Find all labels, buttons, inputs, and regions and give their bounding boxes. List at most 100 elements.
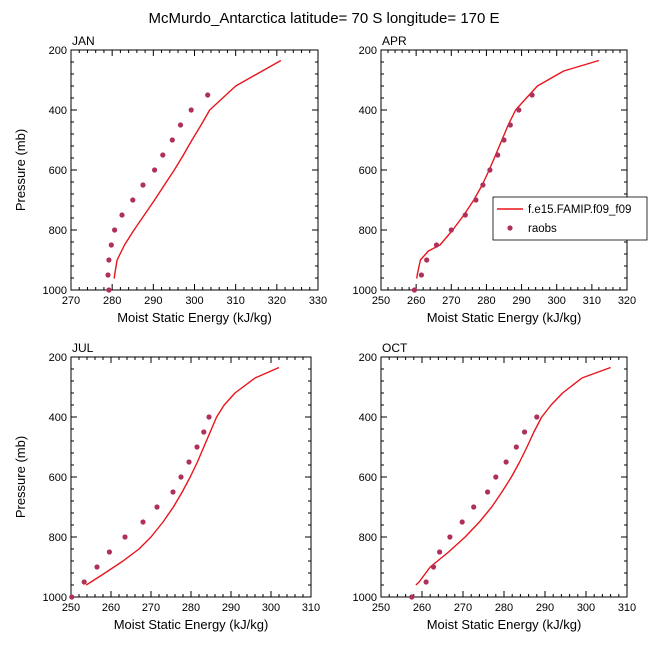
legend-entry-raobs: raobs <box>528 223 557 235</box>
raobs-point <box>471 504 477 510</box>
x-tick-label: 320 <box>268 295 286 307</box>
x-tick-label: 270 <box>442 295 460 307</box>
y-tick-label: 200 <box>49 352 67 364</box>
y-tick-label: 400 <box>359 105 377 117</box>
x-tick-label: 290 <box>144 295 162 307</box>
y-axis-label: Pressure (mb) <box>13 436 28 518</box>
raobs-point <box>473 197 479 203</box>
x-axis-label: Moist Static Energy (kJ/kg) <box>427 617 582 632</box>
raobs-point <box>516 107 522 113</box>
x-tick-label: 330 <box>309 295 327 307</box>
y-tick-label: 600 <box>49 165 67 177</box>
raobs-point <box>105 272 111 278</box>
legend-box <box>492 196 648 241</box>
raobs-point <box>529 92 535 98</box>
raobs-point <box>140 519 146 525</box>
raobs-point <box>503 459 509 465</box>
raobs-point <box>501 137 507 143</box>
y-tick-label: 1000 <box>353 592 377 604</box>
raobs-point <box>447 534 453 540</box>
raobs-point <box>188 107 194 113</box>
raobs-point <box>160 152 166 158</box>
panel-jul: 250 260 270 280 290 300 310 200 400 600 800 1000 Moi… <box>13 341 320 632</box>
raobs-point <box>206 414 212 420</box>
x-tick-label: 290 <box>536 602 554 614</box>
x-axis-label: Moist Static Energy (kJ/kg) <box>114 617 269 632</box>
raobs-point <box>521 429 528 435</box>
x-tick-label: 310 <box>618 602 636 614</box>
raobs-point <box>507 122 513 128</box>
y-tick-label: 200 <box>359 45 377 57</box>
raobs-point <box>423 579 429 585</box>
raobs-point <box>130 197 136 203</box>
panel-apr: 250 260 270 280 290 300 310 320 200 400 600 800 1000… <box>353 34 637 325</box>
raobs-point <box>205 92 211 98</box>
raobs-point <box>177 122 184 128</box>
x-tick-label: 250 <box>372 602 390 614</box>
x-tick-label: 300 <box>577 602 595 614</box>
panel-label: JAN <box>72 34 95 48</box>
model-profile-line <box>416 59 600 279</box>
legend-marker-swatch <box>507 225 513 231</box>
raobs-point <box>437 549 443 555</box>
model-profile-line <box>85 366 280 586</box>
y-tick-label: 1000 <box>353 285 377 297</box>
y-tick-label: 400 <box>49 105 67 117</box>
x-tick-label: 260 <box>102 602 120 614</box>
x-tick-label: 310 <box>583 295 601 307</box>
raobs-point <box>462 212 468 218</box>
raobs-point <box>170 489 176 495</box>
x-tick-label: 280 <box>182 602 200 614</box>
raobs-point <box>409 594 415 600</box>
plot-frame <box>70 356 312 598</box>
plot-frame <box>380 49 628 291</box>
panel-oct: 250 260 270 280 290 300 310 200 400 600 800 1000 Moi… <box>353 341 637 632</box>
x-tick-label: 280 <box>477 295 495 307</box>
raobs-point <box>122 534 128 540</box>
raobs-point <box>430 564 437 570</box>
raobs-point <box>495 152 501 158</box>
y-tick-label: 600 <box>359 472 377 484</box>
x-tick-label: 280 <box>495 602 513 614</box>
x-tick-label: 280 <box>103 295 121 307</box>
raobs-point <box>194 444 200 450</box>
panel-jan: 270 280 290 300 310 320 330 200 400 600 800 1000 Moi… <box>13 34 327 325</box>
raobs-point <box>411 287 417 293</box>
x-tick-label: 260 <box>407 295 425 307</box>
raobs-point <box>178 474 184 480</box>
raobs-point <box>94 564 100 570</box>
y-tick-label: 800 <box>49 225 67 237</box>
plot-frame <box>70 49 319 291</box>
raobs-point <box>106 257 112 263</box>
raobs-point <box>459 519 465 525</box>
panel-label: APR <box>382 34 407 48</box>
y-tick-label: 400 <box>49 412 67 424</box>
y-tick-label: 600 <box>49 472 67 484</box>
x-tick-label: 300 <box>262 602 280 614</box>
x-tick-label: 300 <box>548 295 566 307</box>
raobs-point <box>119 212 125 218</box>
x-axis-label: Moist Static Energy (kJ/kg) <box>117 310 272 325</box>
x-tick-label: 290 <box>512 295 530 307</box>
plot-frame <box>380 356 628 598</box>
x-tick-label: 250 <box>62 602 80 614</box>
raobs-point <box>487 167 493 173</box>
raobs-point <box>201 429 207 435</box>
y-axis-label: Pressure (mb) <box>13 129 28 211</box>
raobs-point <box>424 257 430 263</box>
y-tick-label: 800 <box>359 225 377 237</box>
y-tick-label: 600 <box>359 165 377 177</box>
panel-label: JUL <box>72 341 94 355</box>
y-tick-label: 200 <box>49 45 67 57</box>
x-tick-label: 300 <box>185 295 203 307</box>
raobs-point <box>106 549 112 555</box>
raobs-point <box>448 227 454 233</box>
model-profile-line <box>113 59 282 279</box>
raobs-point <box>186 459 192 465</box>
y-tick-label: 1000 <box>43 285 67 297</box>
x-tick-label: 250 <box>372 295 390 307</box>
x-tick-label: 260 <box>413 602 431 614</box>
x-tick-label: 290 <box>222 602 240 614</box>
raobs-point <box>513 444 519 450</box>
